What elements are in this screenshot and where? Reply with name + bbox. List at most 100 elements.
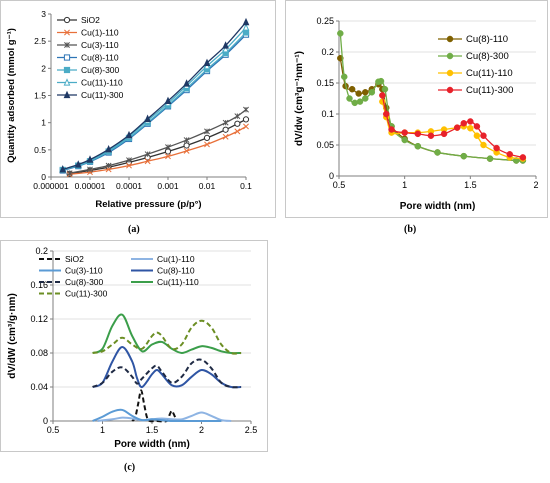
- legend-marker-a-6: [63, 90, 71, 99]
- data-point-b-1-6: [368, 89, 376, 96]
- data-point-a-2-6: [183, 137, 190, 144]
- legend-c: SiO2 Cu(1)-110 Cu(3)-110 Cu(8)-110Cu(11)-11…: [39, 254, 199, 299]
- data-point-a-2-3: [126, 157, 132, 164]
- data-point-b-3-3: [401, 129, 408, 136]
- data-point-b-3-13: [506, 151, 513, 158]
- x-tick-label-c-3: 2: [199, 425, 204, 435]
- data-point-b-2-11: [480, 141, 487, 149]
- legend-label-a-3: Cu(8)-110: [81, 53, 119, 63]
- y-tick-label-b-2: 0.1: [321, 109, 334, 119]
- y-tick-label-b-1: 0.05: [316, 140, 334, 150]
- y-tick-label-a-4: 2: [41, 63, 46, 73]
- legend-marker-a-0: [63, 16, 71, 24]
- data-point-a-6-1: [74, 160, 82, 168]
- caption-a: (a): [128, 224, 140, 235]
- data-point-a-2-8: [222, 119, 229, 126]
- legend-label-a-4: Cu(8)-300: [81, 65, 120, 75]
- data-point-b-3-6: [440, 130, 448, 138]
- data-point-a-6-0: [59, 165, 67, 173]
- data-point-a-0-9: [234, 120, 241, 127]
- data-point-b-1-4: [356, 98, 364, 105]
- data-point-a-6-3: [105, 144, 112, 153]
- data-point-b-1-9: [381, 85, 389, 93]
- y-tick-label-c-1: 0.04: [30, 382, 48, 392]
- legend-a: SiO2 Cu(1)-110 Cu(3)-110 Cu(8)-110 Cu(8)-300…: [57, 15, 124, 100]
- x-tick-label-a-1: 0.00001: [75, 181, 106, 191]
- data-point-a-0-8: [222, 126, 229, 133]
- data-point-b-3-2: [388, 126, 395, 133]
- legend-marker-b-3: [446, 86, 454, 94]
- caption-c: (c): [124, 462, 136, 473]
- data-point-b-3-10: [473, 123, 481, 130]
- series-c-6: [92, 319, 242, 355]
- series-line-c-5: [92, 358, 242, 389]
- series-line-a-0: [69, 118, 247, 175]
- data-point-a-6-5: [144, 114, 151, 122]
- legend-label-a-2: Cu(3)-110: [81, 40, 119, 50]
- legend-b: Cu(8)-110 Cu(8)-300 Cu(11)-110 Cu(11)-300: [438, 34, 513, 96]
- data-point-a-1-7: [204, 141, 210, 148]
- legend-label-c-3: Cu(8)-110: [157, 266, 195, 276]
- data-point-b-3-14: [519, 154, 527, 161]
- series-line-a-2: [69, 109, 247, 174]
- series-c-5: [92, 358, 242, 389]
- data-point-b-3-5: [427, 132, 435, 139]
- series-c-2: [92, 408, 222, 423]
- data-point-b-1-0: [337, 30, 344, 37]
- x-tick-label-a-4: 0.01: [199, 181, 216, 191]
- legend-label-c-6: Cu(11)-300: [65, 289, 108, 299]
- series-c-4: [92, 313, 242, 355]
- series-line-c-0: [131, 389, 178, 423]
- x-tick-label-c-4: 2.5: [245, 425, 258, 435]
- data-point-a-2-7: [204, 128, 210, 135]
- legend-marker-a-3: [63, 54, 71, 61]
- chart-panel-c: 0.5 1 1.5 2 2.5 0 0.04 0.08 0.12 0.16 0.2 Pore widt…: [0, 240, 268, 452]
- y-tick-label-b-3: 0.15: [316, 78, 334, 88]
- y-tick-label-a-0: 0: [41, 172, 46, 182]
- series-line-c-2: [92, 408, 222, 423]
- data-point-b-1-1: [341, 73, 348, 81]
- data-point-b-1-11: [401, 136, 408, 144]
- data-point-b-2-10: [473, 132, 481, 139]
- data-point-a-2-4: [144, 151, 151, 158]
- y-tick-label-c-2: 0.08: [30, 348, 48, 358]
- data-point-a-2-5: [165, 144, 171, 151]
- data-point-a-6-8: [203, 58, 211, 66]
- data-point-a-1-6: [183, 147, 190, 154]
- data-point-b-1-12: [414, 142, 422, 150]
- x-tick-label-b-1: 1: [402, 180, 407, 190]
- series-line-c-3: [92, 346, 242, 389]
- data-point-b-2-9: [467, 125, 474, 132]
- x-axis-label-c: Pore width (nm): [114, 439, 190, 450]
- legend-marker-b-0: [446, 35, 454, 43]
- series-a-1: [66, 123, 249, 178]
- caption-b: (b): [404, 224, 417, 235]
- x-axis-label-a: Relative pressure (p/p°): [95, 199, 201, 210]
- series-a-0: [66, 116, 250, 177]
- data-point-a-2-9: [234, 113, 241, 120]
- data-point-b-0-4: [362, 89, 369, 96]
- data-point-a-1-9: [234, 128, 241, 135]
- data-point-a-2-1: [87, 166, 93, 173]
- data-point-a-1-4: [144, 158, 151, 165]
- series-line-b-3: [381, 95, 524, 159]
- y-tick-label-a-6: 3: [41, 9, 46, 19]
- series-c-3: [92, 346, 242, 389]
- data-point-b-0-2: [348, 85, 356, 93]
- data-point-b-1-15: [486, 155, 494, 162]
- x-tick-label-c-2: 1.5: [146, 425, 159, 435]
- legend-marker-b-1: [446, 52, 454, 60]
- legend-label-c-0: SiO2: [65, 254, 84, 264]
- x-tick-label-b-0: 0.5: [333, 180, 346, 190]
- data-point-b-1-2: [346, 95, 353, 102]
- data-point-a-2-2: [105, 162, 112, 169]
- y-tick-label-a-5: 2.5: [34, 36, 46, 46]
- y-tick-label-a-1: 0.5: [34, 145, 46, 155]
- y-tick-label-b-5: 0.25: [316, 16, 334, 26]
- series-b-3: [379, 92, 527, 161]
- y-axis-label-b: dV/dw (cm³g⁻¹nm⁻¹): [294, 51, 305, 146]
- data-point-b-3-9: [467, 118, 474, 125]
- data-point-a-5-10: [242, 23, 250, 31]
- data-point-a-6-10: [242, 17, 250, 26]
- data-point-a-6-7: [183, 79, 190, 87]
